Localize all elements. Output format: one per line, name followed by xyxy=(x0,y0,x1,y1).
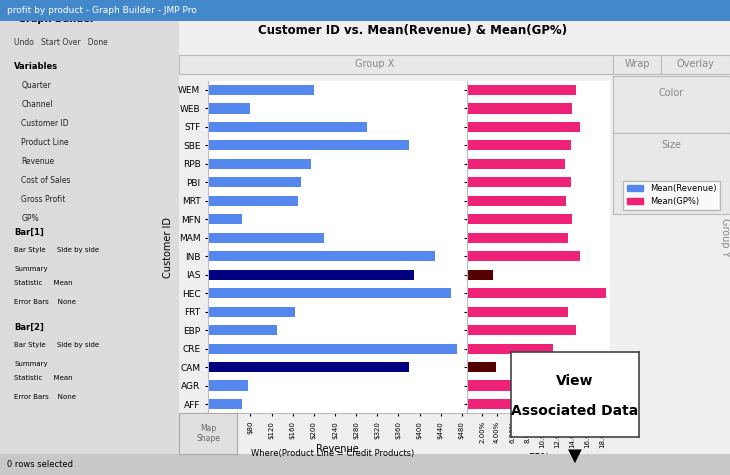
Text: Quarter: Quarter xyxy=(21,81,51,90)
Text: Error Bars    None: Error Bars None xyxy=(15,299,77,305)
Text: Customer ID vs. Mean(Revenue) & Mean(GP%): Customer ID vs. Mean(Revenue) & Mean(GP%… xyxy=(258,24,567,38)
Bar xyxy=(467,140,571,151)
Text: Wrap: Wrap xyxy=(624,59,650,69)
Legend: Mean(Revenue), Mean(GP%): Mean(Revenue), Mean(GP%) xyxy=(623,181,720,209)
Text: Bar Style     Side by side: Bar Style Side by side xyxy=(15,342,99,348)
Text: Associated Data: Associated Data xyxy=(511,404,639,418)
Bar xyxy=(208,288,451,298)
Text: Overlay: Overlay xyxy=(677,59,714,69)
Bar xyxy=(467,380,576,390)
Text: Customer ID: Customer ID xyxy=(21,119,69,128)
Bar xyxy=(208,140,409,151)
Text: ▼: ▼ xyxy=(567,447,582,465)
Bar xyxy=(467,196,566,206)
Text: Product Line: Product Line xyxy=(21,138,69,147)
Bar xyxy=(467,270,493,280)
Bar xyxy=(208,196,298,206)
Bar xyxy=(467,122,580,132)
Text: Variables: Variables xyxy=(15,62,58,71)
Bar xyxy=(208,399,242,409)
Text: Summary: Summary xyxy=(15,266,48,272)
Text: Where(Product Line = Credit Products): Where(Product Line = Credit Products) xyxy=(250,449,414,458)
Text: Graph Builder: Graph Builder xyxy=(18,14,95,24)
Bar xyxy=(208,251,436,261)
Text: Size: Size xyxy=(661,140,682,150)
Bar xyxy=(467,104,572,114)
Text: Cost of Sales: Cost of Sales xyxy=(21,176,71,185)
Text: Bar[1]: Bar[1] xyxy=(15,228,45,237)
Bar xyxy=(467,233,569,243)
Text: 0 rows selected: 0 rows selected xyxy=(7,460,73,469)
Bar xyxy=(208,159,311,169)
Bar xyxy=(467,177,571,188)
Text: Statistic     Mean: Statistic Mean xyxy=(15,375,73,381)
Bar xyxy=(467,251,580,261)
Text: Statistic     Mean: Statistic Mean xyxy=(15,280,73,286)
Bar xyxy=(208,233,324,243)
Bar xyxy=(208,380,247,390)
Text: 0 rows selected: 0 rows selected xyxy=(9,459,64,466)
Bar xyxy=(467,325,576,335)
Text: Bar Style     Side by side: Bar Style Side by side xyxy=(15,247,99,253)
Bar xyxy=(467,214,572,224)
Text: Group X: Group X xyxy=(355,59,394,69)
Bar xyxy=(208,306,296,317)
Y-axis label: Customer ID: Customer ID xyxy=(163,217,172,277)
Bar xyxy=(467,159,564,169)
X-axis label: Revenue: Revenue xyxy=(316,445,359,455)
Bar xyxy=(208,177,301,188)
Bar xyxy=(467,306,569,317)
Bar xyxy=(467,343,553,354)
Text: Summary: Summary xyxy=(15,361,48,367)
Bar xyxy=(467,399,572,409)
Bar xyxy=(208,214,242,224)
Text: GP%: GP% xyxy=(21,214,39,223)
Text: Revenue: Revenue xyxy=(21,157,55,166)
Text: Channel: Channel xyxy=(21,100,53,109)
Bar xyxy=(208,325,277,335)
Text: Gross Profit: Gross Profit xyxy=(21,195,66,204)
Text: Bar[2]: Bar[2] xyxy=(15,323,45,332)
Bar xyxy=(208,270,415,280)
Bar xyxy=(467,288,606,298)
Text: Color: Color xyxy=(659,88,684,98)
Text: Undo   Start Over   Done: Undo Start Over Done xyxy=(15,38,108,47)
Bar xyxy=(208,343,457,354)
Bar xyxy=(208,85,314,95)
Text: profit by product - Graph Builder - JMP Pro: profit by product - Graph Builder - JMP … xyxy=(7,6,197,15)
Text: Group Y: Group Y xyxy=(720,218,730,257)
X-axis label: GP%: GP% xyxy=(527,453,550,463)
Bar xyxy=(208,362,409,372)
Text: Error Bars    None: Error Bars None xyxy=(15,394,77,400)
Bar xyxy=(467,85,576,95)
Bar xyxy=(208,122,366,132)
Text: Map
Shape: Map Shape xyxy=(196,424,220,443)
Bar xyxy=(208,104,250,114)
Bar xyxy=(467,362,496,372)
Text: View: View xyxy=(556,374,593,389)
